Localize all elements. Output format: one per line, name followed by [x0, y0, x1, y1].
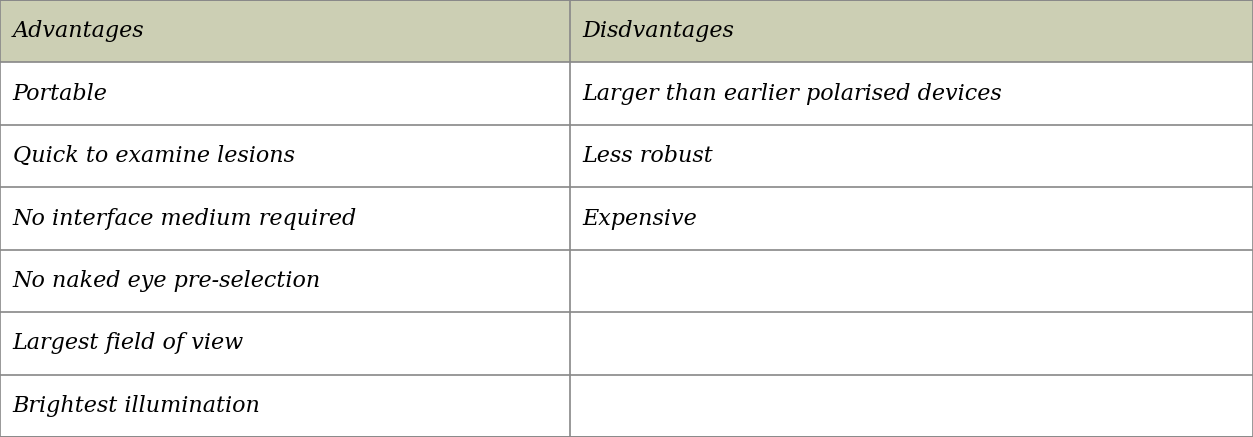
Bar	[0, 0, 570, 62]
Bar	[570, 375, 1253, 437]
Text: Brightest illumination: Brightest illumination	[13, 395, 261, 417]
Bar	[570, 187, 1253, 250]
Bar	[570, 312, 1253, 375]
Bar	[570, 62, 1253, 125]
Text: Expensive: Expensive	[583, 208, 698, 229]
Text: Quick to examine lesions: Quick to examine lesions	[13, 145, 294, 167]
Text: Portable: Portable	[13, 83, 108, 104]
Bar	[570, 125, 1253, 187]
Bar	[0, 187, 570, 250]
Bar	[0, 250, 570, 312]
Text: Less robust: Less robust	[583, 145, 713, 167]
Text: Advantages: Advantages	[13, 20, 144, 42]
Text: Disdvantages: Disdvantages	[583, 20, 734, 42]
Bar	[570, 250, 1253, 312]
Bar	[0, 375, 570, 437]
Bar	[570, 0, 1253, 62]
Bar	[0, 125, 570, 187]
Text: Larger than earlier polarised devices: Larger than earlier polarised devices	[583, 83, 1002, 104]
Text: No interface medium required: No interface medium required	[13, 208, 357, 229]
Bar	[0, 62, 570, 125]
Text: No naked eye pre-selection: No naked eye pre-selection	[13, 270, 321, 292]
Bar	[0, 312, 570, 375]
Text: Largest field of view: Largest field of view	[13, 333, 243, 354]
